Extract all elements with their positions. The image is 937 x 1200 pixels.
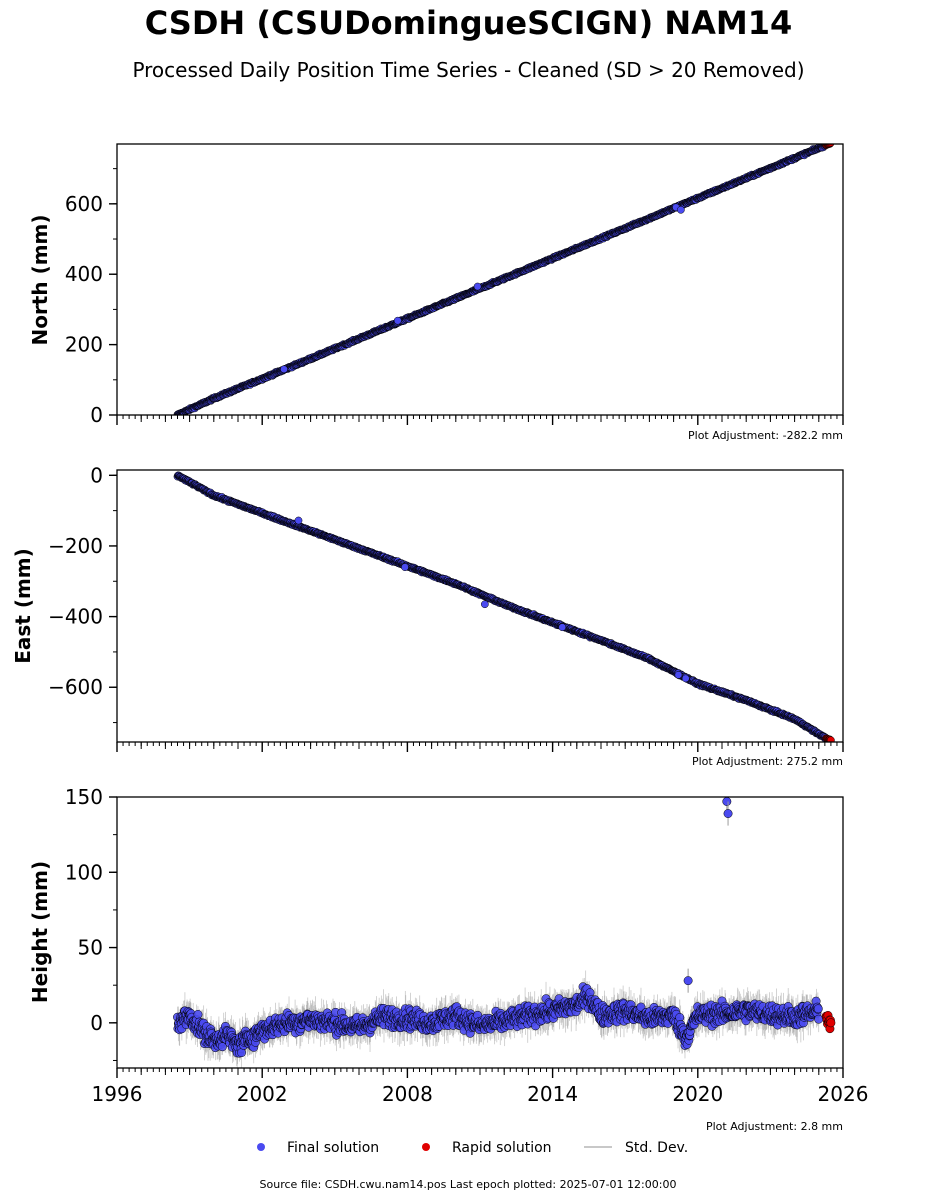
plot-area-1 xyxy=(173,471,835,742)
y-tick-label: 400 xyxy=(65,262,103,286)
panel-0: 0 200 400 600 North (mm) Plot Adjustment: -28… xyxy=(28,143,844,442)
chart-subtitle: Processed Daily Position Time Series - C… xyxy=(132,58,805,82)
y-tick-label: 600 xyxy=(65,192,103,216)
rapid-points-0 xyxy=(822,144,835,149)
rapid-point xyxy=(827,144,835,147)
outlier-point xyxy=(677,205,685,214)
outlier-point xyxy=(393,316,402,325)
x-ticks-0 xyxy=(116,415,844,425)
final-points-0 xyxy=(173,144,830,415)
outlier-point xyxy=(473,282,482,291)
final-points-1 xyxy=(173,471,830,742)
y-tick-label: 200 xyxy=(65,333,103,357)
plot-area-0 xyxy=(173,144,835,415)
plot-adjustment-note: Plot Adjustment: -282.2 mm xyxy=(688,429,843,442)
outlier-point xyxy=(280,365,288,374)
y-ticks-0: 0 200 400 600 xyxy=(65,168,117,427)
chart-title: CSDH (CSUDomingueSCIGN) NAM14 xyxy=(144,4,793,42)
y-tick-label: 0 xyxy=(90,403,103,427)
y-axis-label: North (mm) xyxy=(28,214,52,345)
